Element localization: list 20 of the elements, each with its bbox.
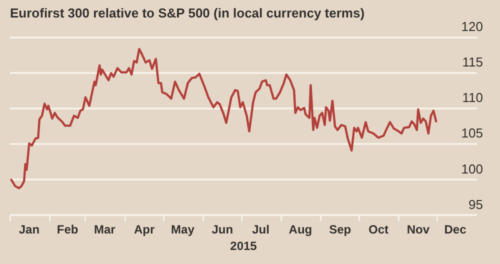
x-tick-label: Mar <box>94 222 116 237</box>
x-tick-label: May <box>171 222 195 237</box>
y-tick-label: 115 <box>462 54 483 70</box>
y-tick-label: 120 <box>461 19 483 34</box>
x-tick-label: Oct <box>368 222 388 237</box>
y-tick-label: 110 <box>462 90 483 106</box>
y-tick-label: 105 <box>461 126 483 141</box>
x-tick-label: Jan <box>18 222 40 237</box>
y-tick-label: 95 <box>468 196 483 212</box>
x-tick-label: Jul <box>252 222 270 237</box>
x-tick-label: Nov <box>406 222 430 237</box>
x-tick-label: Aug <box>288 222 312 237</box>
x-tick-label: Dec <box>444 222 467 237</box>
x-tick-label: Feb <box>56 222 78 237</box>
y-tick-label: 100 <box>461 161 483 176</box>
x-tick-label: Jun <box>212 222 234 237</box>
chart-title: Eurofirst 300 relative to S&P 500 (in local currency terms) <box>10 5 365 20</box>
x-tick-label: Sep <box>329 222 352 237</box>
x-tick-label: Apr <box>134 222 156 237</box>
x-axis-title: 2015 <box>230 239 258 254</box>
